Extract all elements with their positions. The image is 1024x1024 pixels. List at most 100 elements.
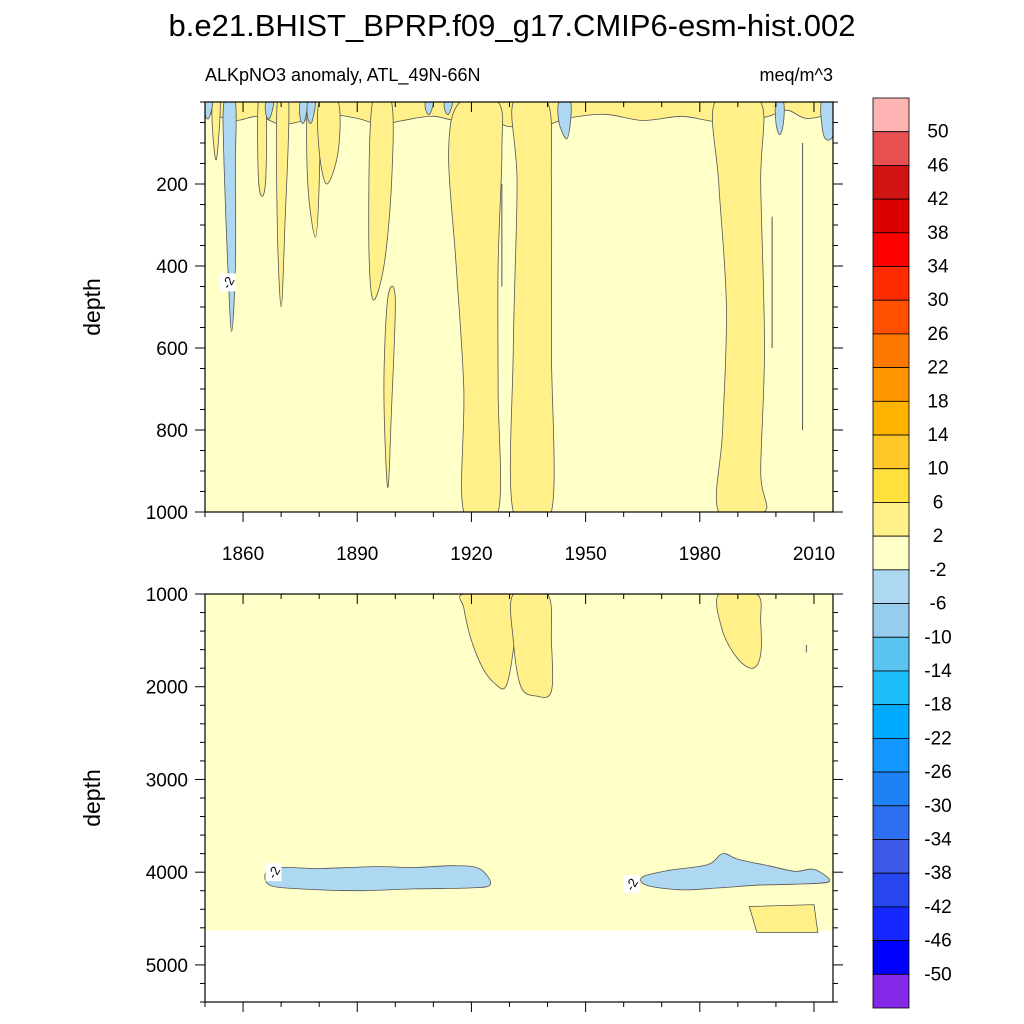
y-tick-label: 5000 <box>146 956 188 977</box>
colorbar-label: 14 <box>927 425 949 446</box>
contour-label-bg <box>623 875 640 894</box>
y-tick-label: 1000 <box>146 585 188 606</box>
contour-region-positive <box>368 102 394 301</box>
contour-region-positive <box>716 594 762 669</box>
contour-region-negative <box>299 102 309 124</box>
y-tick-label: 800 <box>156 421 188 442</box>
lower-panel: -2-2 1000 2000 3000 4000 5000 depth <box>79 585 843 1012</box>
colorbar-box <box>872 367 910 402</box>
contour-region-positive <box>257 102 268 197</box>
contour-region-positive <box>317 102 341 185</box>
colorbar-box <box>872 299 910 335</box>
colorbar-label: 38 <box>927 223 948 244</box>
x-tick-label: 1920 <box>450 544 492 565</box>
colorbar-label: 2 <box>933 526 944 547</box>
contour-region-positive <box>211 102 221 161</box>
colorbar-box <box>872 872 910 908</box>
colorbar-label: 46 <box>927 155 948 176</box>
colorbar-label: 34 <box>927 257 949 278</box>
colorbar-label: -22 <box>924 728 951 749</box>
colorbar-box <box>872 906 910 941</box>
colorbar-box <box>872 704 910 739</box>
colorbar-box <box>872 97 910 133</box>
colorbar-box <box>872 333 910 369</box>
colorbar-label: 22 <box>927 358 948 379</box>
colorbar-label: 30 <box>927 290 948 311</box>
colorbar-label: -38 <box>924 863 951 884</box>
contour-region-negative <box>820 102 833 141</box>
contour-region-negative <box>264 102 274 120</box>
colorbar-label: -6 <box>930 594 947 615</box>
colorbar-label: -46 <box>924 931 951 952</box>
colorbar-box <box>872 805 910 840</box>
colorbar-box <box>872 771 910 807</box>
y-tick-label: 200 <box>156 175 188 196</box>
x-tick-label: 1890 <box>336 544 378 565</box>
contour-region-negative <box>557 102 572 140</box>
colorbar-box <box>872 266 910 301</box>
colorbar-box <box>872 940 910 975</box>
contour-region-negative <box>443 102 453 116</box>
colorbar-label: -18 <box>924 695 951 716</box>
colorbar-box <box>872 670 910 706</box>
colorbar-box <box>872 232 910 267</box>
colorbar-box <box>872 468 910 503</box>
colorbar-box <box>872 198 910 234</box>
colorbar-label: -34 <box>924 829 952 850</box>
y-tick-label: 600 <box>156 339 188 360</box>
colorbar-box <box>872 973 910 1009</box>
upper-panel: -2 200 400 600 800 1000 depth 1860 1890 1920 1950 1… <box>79 101 843 565</box>
contour-region-positive <box>748 904 819 933</box>
x-tick-label: 1860 <box>222 544 264 565</box>
contour-label-bg <box>265 863 282 882</box>
contour-region-positive <box>509 102 555 512</box>
colorbar-label: -2 <box>930 560 947 581</box>
colorbar-label: 6 <box>933 492 944 513</box>
colorbar-label: -42 <box>924 897 951 918</box>
contour-region-negative <box>774 102 785 136</box>
y-axis-label: depth <box>79 278 105 336</box>
contour-region-positive <box>448 102 503 512</box>
y-tick-label: 2000 <box>146 678 188 699</box>
colorbar-box <box>872 131 910 166</box>
contour-region-positive <box>711 102 768 512</box>
colorbar-box <box>872 535 910 571</box>
x-tick-label: 2010 <box>793 544 835 565</box>
colorbar-box <box>872 502 910 537</box>
lower-plot-area: -2-2 <box>205 594 833 933</box>
contour-region-positive <box>383 285 396 488</box>
contour-region-negative <box>205 102 214 120</box>
colorbar-box <box>872 569 910 604</box>
colorbar-label: 10 <box>927 459 948 480</box>
x-tick-label: 1980 <box>679 544 721 565</box>
contour-region-positive <box>510 594 554 698</box>
colorbar-label: 50 <box>927 122 948 143</box>
chart-title: b.e21.BHIST_BPRP.f09_g17.CMIP6-esm-hist.… <box>169 8 856 43</box>
colorbar-box <box>872 636 910 672</box>
colorbar-box <box>872 603 910 638</box>
colorbar-label: -50 <box>924 964 951 985</box>
colorbar-box <box>872 434 910 470</box>
colorbar-label: -14 <box>924 661 952 682</box>
contour-region-negative <box>424 102 434 116</box>
y-axis-label: depth <box>79 769 105 827</box>
upper-plot-area: -2 <box>205 102 833 512</box>
x-tick-label: 1950 <box>564 544 606 565</box>
contour-region-negative <box>264 865 492 892</box>
y-tick-label: 400 <box>156 257 188 278</box>
y-tick-label: 1000 <box>146 503 188 524</box>
chart-subtitle-left: ALKpNO3 anomaly, ATL_49N-66N <box>205 65 480 86</box>
colorbar: 50 46 42 38 34 30 26 22 18 14 10 6 2 -2 -6 -10 -14 -18 -22… <box>872 97 952 1009</box>
colorbar-box <box>872 165 910 200</box>
contour-region-positive <box>306 102 321 238</box>
contour-label-bg <box>219 273 236 292</box>
colorbar-label: 18 <box>927 391 948 412</box>
y-tick-label: 3000 <box>146 770 188 791</box>
colorbar-label: -26 <box>924 762 951 783</box>
chart-subtitle-right: meq/m^3 <box>760 65 833 85</box>
colorbar-box <box>872 400 910 436</box>
colorbar-box <box>872 839 910 874</box>
colorbar-label: 26 <box>927 324 948 345</box>
colorbar-label: -30 <box>924 796 951 817</box>
